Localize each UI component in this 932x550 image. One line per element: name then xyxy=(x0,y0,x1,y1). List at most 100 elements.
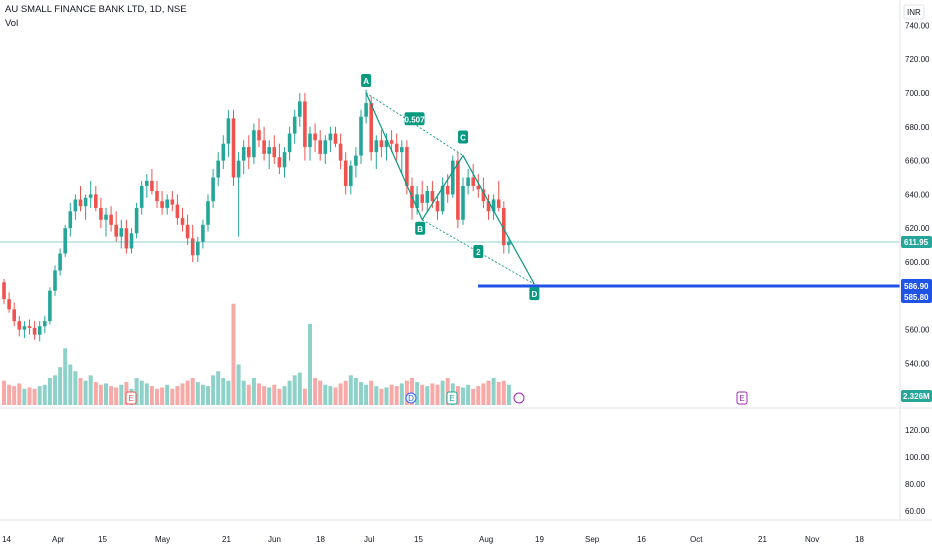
volume-bar xyxy=(410,378,414,405)
volume-bar xyxy=(297,372,302,405)
candle-body xyxy=(150,180,154,192)
time-axis: 14 Apr 15 May 21 Jun 18 Jul 15 Aug 19 Sep 16 Oct 21 Nov… xyxy=(2,535,864,544)
candle-body xyxy=(43,321,47,327)
volume-bar xyxy=(53,375,57,405)
candle-body xyxy=(145,180,149,186)
candle-body xyxy=(185,224,190,239)
volume-bar xyxy=(149,386,154,405)
pattern-label-box xyxy=(458,130,468,144)
candle-body xyxy=(12,309,16,322)
candle-body xyxy=(476,185,481,190)
volume-bar xyxy=(160,387,165,405)
volume-bar xyxy=(384,387,389,405)
candle-body xyxy=(374,140,379,153)
price-tick-label: 720.00 xyxy=(905,55,930,64)
volume-bars xyxy=(2,303,511,405)
volume-bar xyxy=(262,386,267,405)
candle-body xyxy=(303,101,307,148)
price-tick-label: 600.00 xyxy=(905,258,930,267)
volume-bar xyxy=(206,386,210,405)
volume-bar xyxy=(246,384,251,405)
candle-body xyxy=(114,224,118,237)
candle-body xyxy=(88,194,93,198)
volume-bar xyxy=(37,386,42,405)
pattern-label-text: 2 xyxy=(476,248,481,257)
volume-bar xyxy=(216,371,221,405)
candle-body xyxy=(359,116,363,156)
candle-body xyxy=(451,160,455,195)
volume-bar xyxy=(185,380,190,405)
candle-body xyxy=(262,140,266,154)
candle-body xyxy=(73,199,78,212)
volume-bar xyxy=(476,386,481,405)
candle-body xyxy=(445,185,450,195)
harmonic-pattern: A B C D 0.507 2 xyxy=(361,74,540,301)
candle-body xyxy=(27,326,32,328)
volume-bar xyxy=(211,375,216,405)
candle-body xyxy=(496,199,501,208)
volume-bar xyxy=(430,383,435,405)
candle-body xyxy=(48,290,52,322)
volume-bar xyxy=(455,386,460,405)
volume-bar xyxy=(236,364,241,405)
volume-bar xyxy=(27,387,32,405)
volume-bar xyxy=(440,380,445,405)
candle-body xyxy=(486,201,491,212)
candle-body xyxy=(206,201,210,225)
volume-bar xyxy=(98,384,103,405)
volume-bar xyxy=(348,375,353,405)
volume-bar xyxy=(287,380,292,405)
candle-body xyxy=(394,143,399,153)
time-tick-label: Oct xyxy=(690,535,703,544)
volume-bar xyxy=(32,388,37,405)
candle-body xyxy=(481,189,486,202)
volume-bar xyxy=(155,388,159,405)
candle-body xyxy=(461,185,465,220)
level-top-text: 586.90 xyxy=(904,282,929,291)
volume-bar xyxy=(17,383,22,405)
time-tick-label: 16 xyxy=(637,535,646,544)
volume-bar xyxy=(415,382,420,405)
candle-body xyxy=(343,160,348,186)
volume-bar xyxy=(104,383,108,405)
volume-bar xyxy=(231,303,236,405)
pattern-label-text: D xyxy=(532,290,538,299)
volume-bar xyxy=(73,371,78,405)
volume-tag-text: 2.326M xyxy=(903,392,930,401)
candlesticks xyxy=(2,89,511,342)
event-marker xyxy=(405,392,417,404)
event-marker-text: E xyxy=(128,394,133,403)
candle-body xyxy=(252,130,256,158)
pattern-label-text: A xyxy=(363,77,369,86)
time-tick-label: 21 xyxy=(222,535,231,544)
candle-body xyxy=(292,116,297,134)
volume-bar xyxy=(251,378,256,405)
volume-bar xyxy=(399,383,404,405)
volume-bar xyxy=(83,380,88,405)
candle-body xyxy=(425,191,430,203)
candle-body xyxy=(94,194,98,208)
volume-bar xyxy=(221,378,226,405)
candle-body xyxy=(267,147,271,154)
candle-body xyxy=(2,282,6,300)
price-tick-label: 660.00 xyxy=(905,157,930,166)
candle-body xyxy=(175,204,180,219)
volume-bar xyxy=(333,387,338,405)
volume-bar xyxy=(302,388,307,405)
event-marker-text: E xyxy=(739,394,744,403)
volume-indicator-label[interactable]: Vol xyxy=(5,18,19,29)
candle-body xyxy=(471,177,475,186)
candle-body xyxy=(272,147,277,158)
candle-body xyxy=(170,199,175,205)
candle-body xyxy=(236,160,241,178)
candle-body xyxy=(318,140,322,154)
symbol-title: AU SMALL FINANCE BANK LTD, 1D, NSE xyxy=(5,4,187,15)
time-tick-label: Jun xyxy=(268,535,281,544)
pattern-label-text: 0.507 xyxy=(405,115,426,124)
time-tick-label: Nov xyxy=(805,535,819,544)
candle-body xyxy=(58,253,62,271)
candle-body xyxy=(241,147,246,161)
currency-tag[interactable]: INR xyxy=(903,4,925,20)
candle-body xyxy=(139,185,144,208)
